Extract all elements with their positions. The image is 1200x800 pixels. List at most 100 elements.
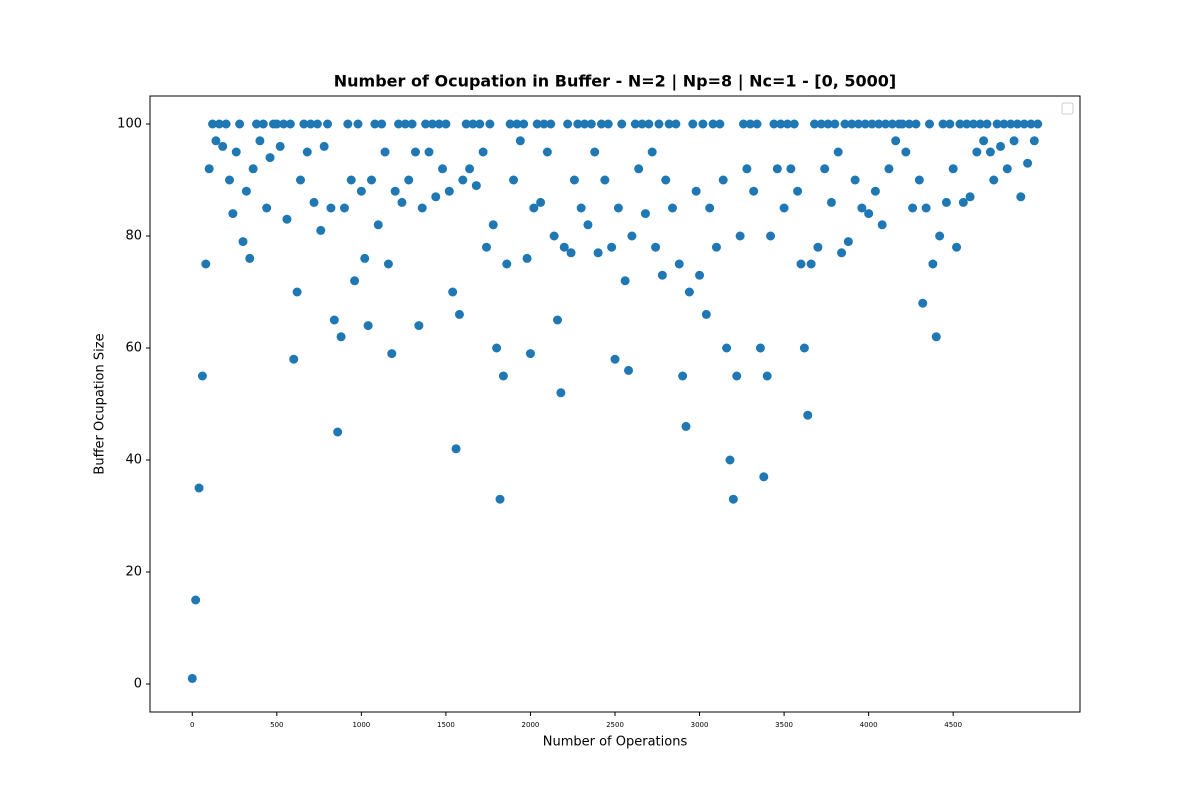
point bbox=[292, 287, 302, 297]
point bbox=[461, 119, 471, 129]
point bbox=[191, 595, 201, 605]
point bbox=[904, 119, 914, 129]
point bbox=[485, 119, 495, 129]
point bbox=[444, 186, 454, 196]
point bbox=[495, 494, 505, 504]
point bbox=[505, 119, 515, 129]
point bbox=[593, 248, 603, 258]
point bbox=[607, 242, 617, 252]
x-tick-label: 4500 bbox=[944, 721, 962, 729]
point bbox=[958, 197, 968, 207]
point bbox=[272, 119, 282, 129]
point bbox=[826, 197, 836, 207]
point bbox=[380, 147, 390, 157]
chart-title: Number of Ocupation in Buffer - N=2 | Np… bbox=[334, 72, 896, 92]
y-tick-label: 20 bbox=[125, 565, 142, 580]
point bbox=[651, 242, 661, 252]
point bbox=[576, 203, 586, 213]
point bbox=[458, 175, 468, 185]
point bbox=[864, 209, 874, 219]
point bbox=[312, 119, 322, 129]
point bbox=[968, 119, 978, 129]
point bbox=[431, 192, 441, 202]
point bbox=[519, 119, 529, 129]
point bbox=[329, 315, 339, 325]
point bbox=[833, 147, 843, 157]
point bbox=[918, 298, 928, 308]
point bbox=[353, 119, 363, 129]
point bbox=[813, 242, 823, 252]
point bbox=[427, 119, 437, 129]
point bbox=[532, 119, 542, 129]
point bbox=[674, 259, 684, 269]
y-tick-label: 80 bbox=[125, 229, 142, 244]
point bbox=[786, 164, 796, 174]
point bbox=[982, 119, 992, 129]
point bbox=[343, 119, 353, 129]
point bbox=[231, 147, 241, 157]
point bbox=[837, 248, 847, 258]
point bbox=[931, 332, 941, 342]
point bbox=[339, 203, 349, 213]
point bbox=[279, 119, 289, 129]
point bbox=[282, 214, 292, 224]
point bbox=[749, 186, 759, 196]
point bbox=[816, 119, 826, 129]
point bbox=[214, 119, 224, 129]
point bbox=[346, 175, 356, 185]
point bbox=[742, 164, 752, 174]
point bbox=[989, 175, 999, 185]
point bbox=[509, 175, 519, 185]
point bbox=[248, 164, 258, 174]
point bbox=[208, 119, 218, 129]
point bbox=[515, 136, 525, 146]
point bbox=[258, 119, 268, 129]
point bbox=[542, 147, 552, 157]
point bbox=[701, 309, 711, 319]
point bbox=[823, 119, 833, 129]
y-tick-label: 60 bbox=[125, 341, 142, 356]
point bbox=[698, 119, 708, 129]
point bbox=[634, 164, 644, 174]
plot-area bbox=[187, 119, 1043, 683]
point bbox=[255, 136, 265, 146]
point bbox=[935, 231, 945, 241]
point bbox=[549, 231, 559, 241]
point bbox=[559, 242, 569, 252]
point bbox=[914, 175, 924, 185]
point bbox=[319, 141, 329, 151]
point bbox=[762, 371, 772, 381]
point bbox=[387, 349, 397, 359]
point bbox=[299, 119, 309, 129]
point bbox=[306, 119, 316, 129]
point bbox=[394, 119, 404, 129]
point bbox=[945, 119, 955, 129]
point bbox=[421, 119, 431, 129]
point bbox=[955, 119, 965, 129]
point bbox=[999, 119, 1009, 129]
point bbox=[556, 388, 566, 398]
point bbox=[688, 119, 698, 129]
point bbox=[952, 242, 962, 252]
point bbox=[1026, 119, 1036, 129]
x-axis-label: Number of Operations bbox=[543, 735, 688, 750]
point bbox=[336, 332, 346, 342]
point bbox=[323, 119, 333, 129]
point bbox=[397, 197, 407, 207]
point bbox=[224, 175, 234, 185]
point bbox=[502, 259, 512, 269]
point bbox=[782, 119, 792, 129]
point bbox=[708, 119, 718, 129]
y-tick-label: 40 bbox=[125, 453, 142, 468]
point bbox=[847, 119, 857, 129]
point bbox=[539, 119, 549, 129]
point bbox=[245, 253, 255, 263]
legend bbox=[1061, 102, 1074, 115]
point bbox=[424, 147, 434, 157]
point bbox=[309, 197, 319, 207]
point bbox=[779, 203, 789, 213]
point bbox=[400, 119, 410, 129]
point bbox=[563, 119, 573, 129]
